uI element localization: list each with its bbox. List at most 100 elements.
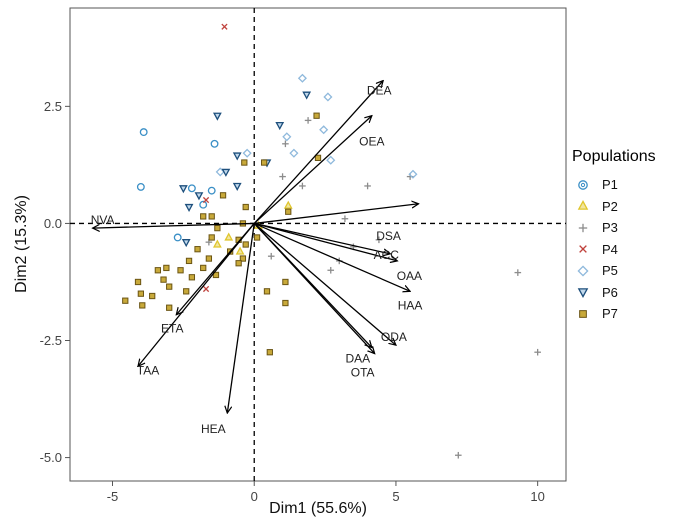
loading-vector-dea [253,81,383,224]
data-point-p5 [319,125,329,135]
data-point-p7 [200,213,207,220]
data-point-p7 [212,271,220,279]
legend-item-p2: P2 [572,196,696,218]
legend-title: Populations [572,148,656,165]
data-point-p5 [289,148,299,158]
x-tick-label: -5 [107,489,119,504]
vector-label-oea: OEA [359,135,384,149]
data-point-p7 [166,304,173,311]
data-point-p2 [224,232,234,241]
y-tick-label: -2.5 [40,333,62,348]
vector-label-dsa: DSA [376,229,401,243]
x-tick-label: 10 [530,489,544,504]
legend-item-p3: P3 [572,217,696,239]
legend-swatch [578,179,588,190]
data-point-p1 [199,200,208,209]
legend-swatch [579,245,587,254]
data-point-p7 [139,302,146,309]
data-point-p5 [323,92,333,102]
loading-vector-oda [253,222,396,345]
data-point-p7 [242,241,249,248]
legend-label: P6 [602,284,618,300]
legend: Populations P1 P2 P3 P4 P5 P6 P7 [572,148,696,325]
data-point-p4 [221,23,228,30]
data-point-p1 [173,233,182,242]
data-point-p6 [275,121,285,131]
loading-vector-acc [254,222,390,253]
loading-vector-oea [253,116,372,224]
data-point-p5 [326,155,336,165]
loading-vector-haa [253,222,410,291]
data-point-p7 [137,290,144,297]
data-point-p7 [285,208,292,215]
data-point-p1 [136,182,145,191]
data-point-p1 [207,186,216,195]
vector-label-eta: ETA [161,322,183,336]
data-point-p7 [313,112,320,119]
data-point-p7 [205,255,213,262]
y-axis-label: Dim2 (15.3%) [13,195,30,293]
data-point-p6 [184,203,194,213]
data-point-p5 [297,73,307,83]
data-point-p7 [266,349,273,356]
legend-item-p1: P1 [572,174,696,196]
data-point-p3 [341,215,349,223]
data-point-p7 [282,299,289,307]
data-point-p6 [181,239,191,248]
data-point-p5 [408,169,418,179]
loading-vector-taa [138,223,255,366]
vector-label-hea: HEA [201,422,226,436]
legend-label: P7 [602,306,618,322]
data-point-p3 [327,266,335,274]
data-point-p6 [178,185,188,194]
legend-swatch [577,265,589,277]
data-point-p6 [232,152,242,161]
y-tick-label: -5.0 [40,450,62,465]
data-point-p3 [514,269,522,276]
data-point-p7 [282,278,289,286]
data-point-p7 [314,154,322,162]
data-point-p7 [163,264,170,272]
vector-label-oaa: OAA [397,269,422,283]
data-point-p7 [134,278,142,286]
data-point-p7 [183,288,190,295]
legend-item-p5: P5 [572,260,696,282]
plot-panel [69,7,567,482]
data-point-p7 [214,224,221,232]
data-point-p7 [241,159,248,166]
data-point-p1 [210,139,219,148]
data-point-p3 [267,252,275,260]
data-point-p7 [253,234,261,241]
data-point-p7 [154,267,162,274]
loading-vector-ota [253,222,374,353]
legend-item-p4: P4 [572,239,696,261]
data-point-p7 [200,264,207,272]
data-point-p2 [212,239,222,248]
data-point-p7 [261,159,268,166]
legend-item-p6: P6 [572,282,696,304]
data-point-p1 [187,184,196,193]
legend-swatch [578,223,588,232]
vector-label-taa: TAA [137,363,159,377]
x-tick-label: 5 [392,489,399,504]
legend-swatch [577,200,589,211]
data-point-p7 [208,213,215,220]
data-point-p7 [194,246,201,253]
data-point-p7 [166,283,173,290]
vector-label-oda: ODA [381,330,407,344]
legend-label: P3 [602,220,618,236]
data-point-p6 [194,192,204,201]
vector-label-haa: HAA [398,298,423,312]
vector-label-nva: NVA [91,213,115,227]
data-point-p7 [149,292,156,300]
data-point-p7 [208,234,215,241]
legend-swatch [577,288,589,299]
data-point-p7 [177,267,184,274]
loading-vector-dsa [254,204,418,225]
data-point-p7 [122,297,129,304]
data-point-p2 [283,200,293,209]
vector-label-dea: DEA [367,84,392,98]
data-point-p7 [263,288,271,295]
